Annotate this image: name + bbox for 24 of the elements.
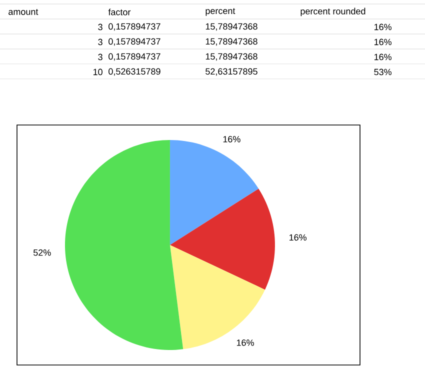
text: 16% xyxy=(374,38,392,46)
text: 52,63157895 xyxy=(206,68,258,76)
text: 0,157894737 xyxy=(108,23,160,31)
text: 3 xyxy=(98,38,102,46)
data-label: 52% xyxy=(33,249,51,256)
text: 0,157894737 xyxy=(108,53,160,61)
text: 16% xyxy=(374,24,392,30)
text: 0,526315789 xyxy=(108,68,160,76)
text: 15,78947368 xyxy=(206,23,258,31)
text: 10 xyxy=(93,68,102,76)
text: 0,157894737 xyxy=(108,38,160,46)
text: 3 xyxy=(98,54,102,60)
text: 15,78947368 xyxy=(206,38,258,46)
data-label: 16% xyxy=(223,136,240,142)
text: percent xyxy=(206,8,236,16)
text: 15,78947368 xyxy=(206,53,258,61)
text: 3 xyxy=(98,24,102,30)
text: percent rounded xyxy=(300,8,366,16)
text: 16% xyxy=(374,54,392,60)
text: amount xyxy=(8,9,38,15)
data-label: 16% xyxy=(289,234,306,241)
data-label: 16% xyxy=(236,339,254,346)
text: factor xyxy=(108,8,131,16)
text: 53% xyxy=(374,68,392,76)
